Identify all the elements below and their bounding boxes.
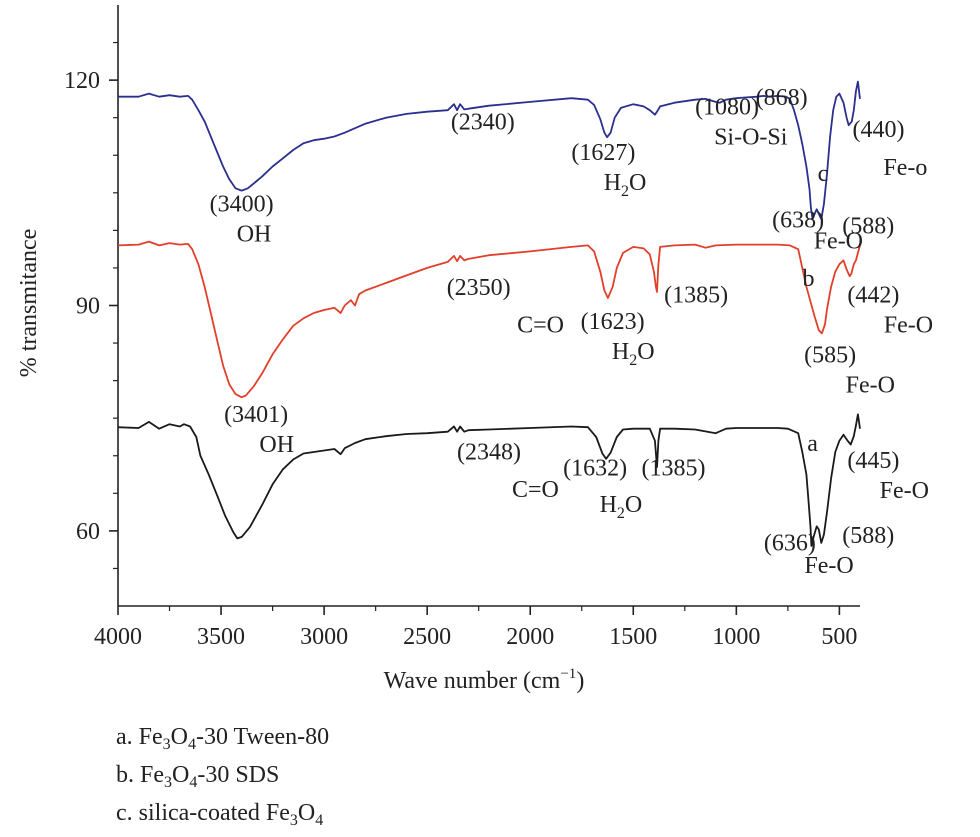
x-tick-label: 3500 [197, 624, 245, 650]
annotation-c: (588) [842, 213, 894, 239]
ftir-chart: 4000 3500 3000 2500 2000 1500 1000 500 60 90 120 (… [16, 5, 933, 694]
legend-b-sub1: 3 [164, 774, 172, 791]
annotation-a: C=O [512, 477, 559, 503]
annotation-b: Fe-O [846, 373, 895, 399]
annotation-c: (2340) [451, 110, 515, 136]
annotation-c: (440) [853, 117, 905, 143]
axes: 4000 3500 3000 2500 2000 1500 1000 500 60 90 120 [64, 5, 860, 650]
annotation-c: (1627) [571, 140, 635, 166]
x-tick-label: 3000 [300, 624, 348, 650]
x-axis-label-main: Wave number (cm [384, 668, 561, 694]
annotation-c: OH [237, 222, 272, 248]
legend-a-prefix: a. Fe [116, 724, 163, 750]
legend-b-suffix: -30 SDS [197, 762, 280, 788]
annotation-a: OH [259, 432, 294, 458]
annotation-a: (636) [764, 530, 816, 556]
annotation-b: b [802, 266, 814, 292]
annotation-c: Si-O-Si [714, 125, 788, 151]
annotation-c: H2O [604, 170, 647, 200]
annotation-c: Fe-O [814, 228, 863, 254]
annotation-b: (1623) [581, 309, 645, 335]
annotation-c: (1080) [695, 95, 759, 121]
legend-item-b: b. Fe3O4-30 SDS [116, 756, 716, 794]
annotation-b: C=O [517, 313, 564, 339]
annotation-c: c [818, 161, 829, 187]
annotation-a: Fe-O [880, 478, 929, 504]
legend-c-mid: O [297, 800, 316, 826]
annotation-c: Fe-o [883, 155, 927, 181]
annotation-a: (445) [847, 448, 899, 474]
x-tick-label: 2500 [403, 624, 451, 650]
legend-a-mid: O [170, 724, 188, 750]
annotation-a: (1385) [641, 455, 705, 481]
legend-b-prefix: b. Fe [116, 762, 164, 788]
annotation-b: (442) [847, 282, 899, 308]
x-axis-label-end: ) [576, 668, 584, 694]
legend-item-c: c. silica-coated Fe3O4 [116, 794, 716, 832]
annotation-b: Fe-O [884, 313, 933, 339]
y-tick-label: 60 [76, 519, 100, 545]
annotation-b: (585) [804, 343, 856, 369]
series-line-a [117, 413, 861, 547]
legend-b-sub2: 4 [189, 774, 198, 791]
annotation-c: (3400) [210, 192, 274, 218]
x-tick-label: 4000 [94, 624, 142, 650]
y-tick-label: 90 [76, 294, 100, 320]
annotation-a: a [807, 431, 818, 457]
series-line-c [118, 80, 861, 220]
x-axis-label: Wave number (cm−1) [384, 666, 585, 694]
x-axis-label-sup: −1 [560, 666, 576, 682]
legend-a-sub2: 4 [188, 736, 196, 753]
legend: a. Fe3O4-30 Tween-80 b. Fe3O4-30 SDS c. … [116, 718, 716, 832]
annotation-a: H2O [600, 492, 643, 522]
x-tick-label: 1500 [609, 624, 657, 650]
y-tick-label: 120 [64, 68, 100, 94]
legend-a-sub1: 3 [162, 736, 171, 753]
annotation-layer: (3400) OH (2340) (1627) H2O (1080)(868) Si-O-S… [210, 85, 933, 579]
legend-c-sub2: 4 [315, 812, 324, 829]
x-tick-label: 1000 [712, 624, 760, 650]
legend-c-sub1: 3 [289, 812, 298, 829]
annotation-a: Fe-O [804, 553, 853, 579]
x-tick-label: 500 [821, 624, 857, 650]
series-line-b [117, 240, 861, 399]
annotation-a: (1632) [563, 455, 627, 481]
annotation-b: (1385) [664, 282, 728, 308]
legend-c-prefix: c. silica-coated Fe [116, 800, 290, 826]
annotation-c: (638) [772, 207, 824, 233]
annotation-a: (3401) [224, 402, 288, 428]
annotation-a: (588) [842, 523, 894, 549]
annotation-a: (2348) [457, 440, 521, 466]
legend-b-mid: O [172, 762, 190, 788]
legend-item-a: a. Fe3O4-30 Tween-80 [116, 718, 716, 756]
annotation-b: (2350) [447, 275, 511, 301]
annotation-c: (868) [756, 85, 808, 111]
legend-a-suffix: -30 Tween-80 [196, 724, 330, 750]
x-tick-label: 2000 [506, 624, 554, 650]
y-axis-label: % transmitance [16, 229, 42, 378]
annotation-b: H2O [612, 339, 655, 369]
series-layer [117, 80, 861, 547]
